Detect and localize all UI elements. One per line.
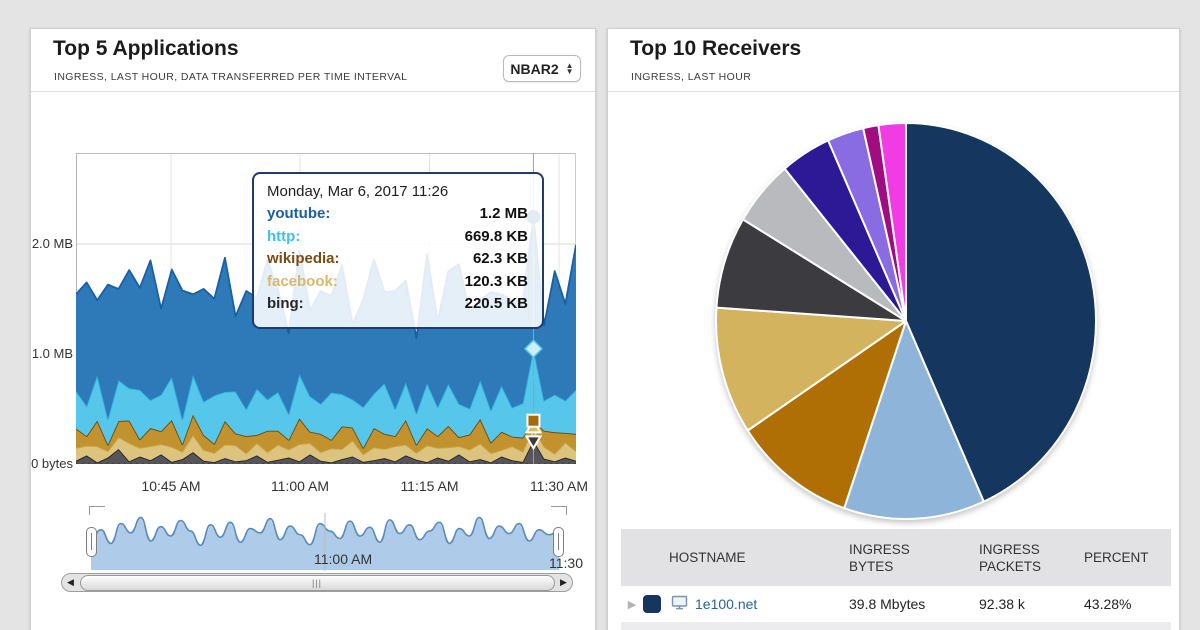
row-color-swatch xyxy=(643,595,671,613)
chart-tooltip: Monday, Mar 6, 2017 11:26 youtube: 1.2 M… xyxy=(252,172,544,329)
panel-header: Top 5 Applications INGRESS, LAST HOUR, D… xyxy=(31,29,595,91)
pie-slice-1e100.net[interactable] xyxy=(905,122,1097,503)
x-tick-label: 11:00 AM xyxy=(270,478,330,494)
tooltip-value: 62.3 KB xyxy=(472,250,528,267)
pie-slice[interactable] xyxy=(715,306,907,432)
receivers-pie-chart[interactable] xyxy=(693,114,1123,532)
table-row: ▶wikipedia.org11.0 Mbytes24.02 k11.98% xyxy=(621,622,1171,630)
ingress-bytes-value: 39.8 Mbytes xyxy=(849,596,926,612)
brush-time-label: 11:00 AM xyxy=(314,551,373,567)
panel-top10-receivers: Top 10 Receivers INGRESS, LAST HOUR HOST… xyxy=(607,28,1180,630)
col-header-ingress-packets: INGRESS PACKETS xyxy=(979,541,1042,574)
row-expand-icon[interactable]: ▶ xyxy=(627,598,637,611)
brush-overview-chart[interactable] xyxy=(90,513,560,571)
brush-corner-left xyxy=(89,506,105,515)
tooltip-label: http: xyxy=(267,227,301,245)
table-body: ▶ 1e100.net 39.8 Mbytes 92.38 k 43.28% ▶wikip… xyxy=(621,586,1171,630)
tooltip-row-facebook: facebook: 120.3 KB xyxy=(267,271,528,294)
tooltip-label: bing: xyxy=(267,295,304,312)
tooltip-row-http: http: 669.8 KB xyxy=(267,226,528,249)
tooltip-row-wikipedia: wikipedia: 62.3 KB xyxy=(267,248,528,271)
tooltip-value: 669.8 KB xyxy=(464,227,528,245)
header-divider xyxy=(31,91,595,92)
panel-subtitle: INGRESS, LAST HOUR xyxy=(631,71,752,83)
source-select-value: NBAR2 xyxy=(510,60,559,77)
tooltip-value: 1.2 MB xyxy=(479,205,528,222)
pie-slice-wikipedia.org[interactable] xyxy=(843,320,985,520)
table-row: ▶ 1e100.net 39.8 Mbytes 92.38 k 43.28% xyxy=(621,586,1171,622)
x-tick-label: 10:45 AM xyxy=(141,478,201,494)
col-header-hostname: HOSTNAME xyxy=(669,550,746,565)
tooltip-row-youtube: youtube: 1.2 MB xyxy=(267,203,528,226)
x-tick-label: 11:30 AM xyxy=(529,478,589,494)
y-tick-label: 2.0 MB xyxy=(31,236,73,251)
x-tick-label: 11:15 AM xyxy=(400,478,459,494)
scrollbar-thumb[interactable]: ||| xyxy=(79,574,555,591)
receivers-table: HOSTNAME INGRESS BYTES INGRESS PACKETS P… xyxy=(621,529,1171,630)
y-tick-label: 0 bytes xyxy=(31,456,73,471)
pie-slice[interactable] xyxy=(746,320,907,510)
tooltip-date: Monday, Mar 6, 2017 11:26 xyxy=(267,183,449,200)
brush-corner-right xyxy=(551,506,567,515)
ingress-packets-value: 92.38 k xyxy=(979,596,1025,612)
brush-time-label-end: 11:30 xyxy=(549,555,583,571)
tooltip-value: 220.5 KB xyxy=(464,295,528,312)
tooltip-label: facebook: xyxy=(267,272,338,290)
time-range-scrollbar[interactable]: ◀ ||| ▶ xyxy=(61,573,573,592)
brush-handle-right[interactable] xyxy=(553,527,564,557)
panel-header: Top 10 Receivers INGRESS, LAST HOUR xyxy=(608,29,1179,91)
col-header-percent: PERCENT xyxy=(1084,550,1149,565)
table-header-row: HOSTNAME INGRESS BYTES INGRESS PACKETS P… xyxy=(621,529,1171,586)
pie-slice[interactable] xyxy=(877,122,907,322)
source-select[interactable]: NBAR2 ▲ ▼ xyxy=(503,55,581,82)
col-header-ingress-bytes: INGRESS BYTES xyxy=(849,541,910,574)
tooltip-row-bing: bing: 220.5 KB xyxy=(267,293,528,316)
tooltip-label: youtube: xyxy=(267,205,331,222)
percent-value: 43.28% xyxy=(1084,596,1132,612)
page-title: Top 5 Applications xyxy=(53,37,239,60)
page-title: Top 10 Receivers xyxy=(630,37,802,60)
scrollbar-grip-icon: ||| xyxy=(311,577,323,588)
panel-subtitle: INGRESS, LAST HOUR, DATA TRANSFERRED PER… xyxy=(54,71,408,83)
scroll-right-arrow-icon[interactable]: ▶ xyxy=(560,577,567,587)
brush-area-svg xyxy=(90,513,560,571)
panel-top5-applications: Top 5 Applications INGRESS, LAST HOUR, D… xyxy=(30,28,596,630)
select-stepper-icon: ▲ ▼ xyxy=(565,60,574,76)
header-divider xyxy=(608,91,1179,92)
tooltip-value: 120.3 KB xyxy=(464,272,528,290)
tooltip-label: wikipedia: xyxy=(267,250,340,267)
scroll-left-arrow-icon[interactable]: ◀ xyxy=(67,577,74,587)
hostname-link[interactable]: 1e100.net xyxy=(695,596,758,612)
brush-handle-left[interactable] xyxy=(86,527,97,557)
y-tick-label: 1.0 MB xyxy=(31,346,73,361)
host-monitor-icon xyxy=(671,595,695,613)
